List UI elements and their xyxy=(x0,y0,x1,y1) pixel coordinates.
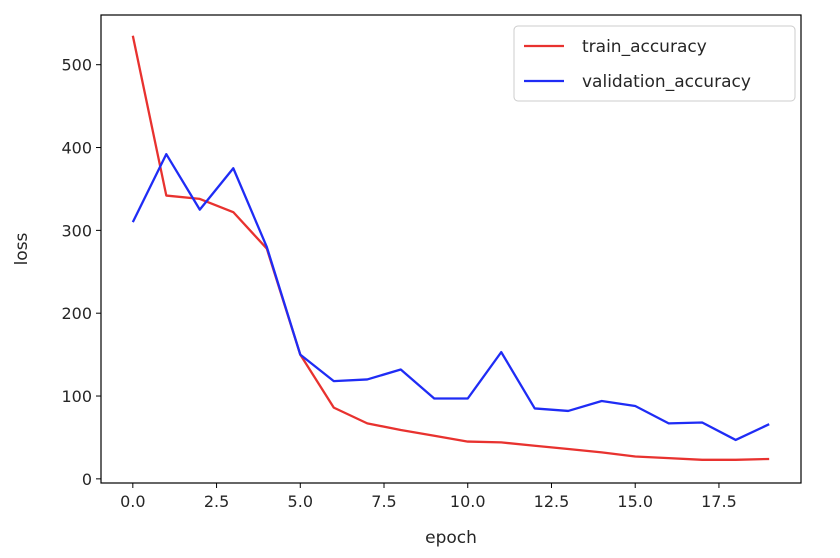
x-tick-label: 5.0 xyxy=(288,492,313,511)
legend: train_accuracy validation_accuracy xyxy=(513,25,796,102)
plot-lines xyxy=(131,35,770,461)
y-tick-label: 200 xyxy=(61,304,92,323)
x-tick-label: 2.5 xyxy=(204,492,229,511)
series-line-validation_accuracy xyxy=(131,153,770,442)
x-tick-label: 17.5 xyxy=(701,492,737,511)
x-tick-label: 15.0 xyxy=(617,492,653,511)
legend-label-validation_accuracy: validation_accuracy xyxy=(582,72,751,92)
y-tick-label: 400 xyxy=(61,139,92,158)
y-axis-ticks: 0 100 200 300 400 500 xyxy=(61,56,101,489)
x-tick-label: 12.5 xyxy=(534,492,570,511)
x-tick-label: 10.0 xyxy=(450,492,486,511)
y-tick-label: 0 xyxy=(82,470,92,489)
series-line-train_accuracy xyxy=(131,35,770,461)
legend-label-train_accuracy: train_accuracy xyxy=(582,37,707,57)
plot-frame xyxy=(100,14,802,484)
y-tick-label: 500 xyxy=(61,56,92,75)
legend-box xyxy=(513,25,796,102)
x-tick-label: 7.5 xyxy=(371,492,396,511)
y-axis-label: loss xyxy=(12,232,32,265)
y-tick-label: 100 xyxy=(61,387,92,406)
x-tick-label: 0.0 xyxy=(120,492,145,511)
x-axis-ticks: 0.0 2.5 5.0 7.5 10.0 12.5 15.0 17.5 xyxy=(120,483,737,511)
y-tick-label: 300 xyxy=(61,221,92,240)
x-axis-label: epoch xyxy=(425,528,477,548)
